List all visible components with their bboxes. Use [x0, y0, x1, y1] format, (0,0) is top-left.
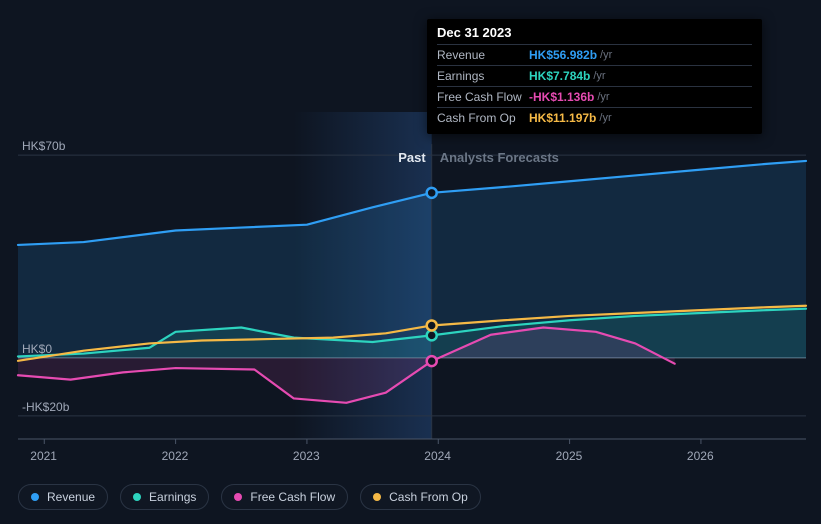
y-axis-label: HK$0 — [22, 342, 52, 356]
tooltip-value: HK$11.197b — [529, 111, 596, 125]
legend-dot-icon — [234, 493, 242, 501]
tooltip-label: Revenue — [437, 48, 529, 62]
legend-label: Cash From Op — [389, 490, 468, 504]
y-axis-label: -HK$20b — [22, 400, 69, 414]
chart-legend: Revenue Earnings Free Cash Flow Cash Fro… — [18, 484, 481, 510]
x-axis-label: 2024 — [424, 449, 451, 463]
legend-label: Earnings — [149, 490, 196, 504]
legend-dot-icon — [133, 493, 141, 501]
legend-dot-icon — [373, 493, 381, 501]
tooltip-label: Free Cash Flow — [437, 90, 529, 104]
x-axis-label: 2023 — [293, 449, 320, 463]
x-axis-label: 2021 — [30, 449, 57, 463]
tooltip-row-cfo: Cash From Op HK$11.197b /yr — [437, 107, 752, 128]
tooltip-unit: /yr — [600, 49, 612, 61]
tooltip-unit: /yr — [597, 91, 609, 103]
tooltip-unit: /yr — [599, 112, 611, 124]
legend-item-cfo[interactable]: Cash From Op — [360, 484, 481, 510]
tooltip-row-revenue: Revenue HK$56.982b /yr — [437, 44, 752, 65]
tooltip-value: HK$7.784b — [529, 69, 590, 83]
legend-item-earnings[interactable]: Earnings — [120, 484, 209, 510]
past-section-label: Past — [398, 150, 425, 165]
legend-item-revenue[interactable]: Revenue — [18, 484, 108, 510]
forecast-section-label: Analysts Forecasts — [440, 150, 559, 165]
x-axis-label: 2026 — [687, 449, 714, 463]
legend-label: Free Cash Flow — [250, 490, 335, 504]
x-axis-label: 2025 — [556, 449, 583, 463]
tooltip-date: Dec 31 2023 — [437, 25, 752, 44]
tooltip-value: HK$56.982b — [529, 48, 597, 62]
tooltip-value: -HK$1.136b — [529, 90, 594, 104]
chart-tooltip: Dec 31 2023 Revenue HK$56.982b /yr Earni… — [427, 19, 762, 134]
tooltip-label: Cash From Op — [437, 111, 529, 125]
legend-item-fcf[interactable]: Free Cash Flow — [221, 484, 348, 510]
financial-chart: HK$70b HK$0 -HK$20b 2021 2022 2023 2024 … — [0, 0, 821, 524]
legend-dot-icon — [31, 493, 39, 501]
legend-label: Revenue — [47, 490, 95, 504]
x-axis-label: 2022 — [162, 449, 189, 463]
tooltip-row-earnings: Earnings HK$7.784b /yr — [437, 65, 752, 86]
tooltip-label: Earnings — [437, 69, 529, 83]
tooltip-row-fcf: Free Cash Flow -HK$1.136b /yr — [437, 86, 752, 107]
tooltip-unit: /yr — [593, 70, 605, 82]
y-axis-label: HK$70b — [22, 139, 65, 153]
